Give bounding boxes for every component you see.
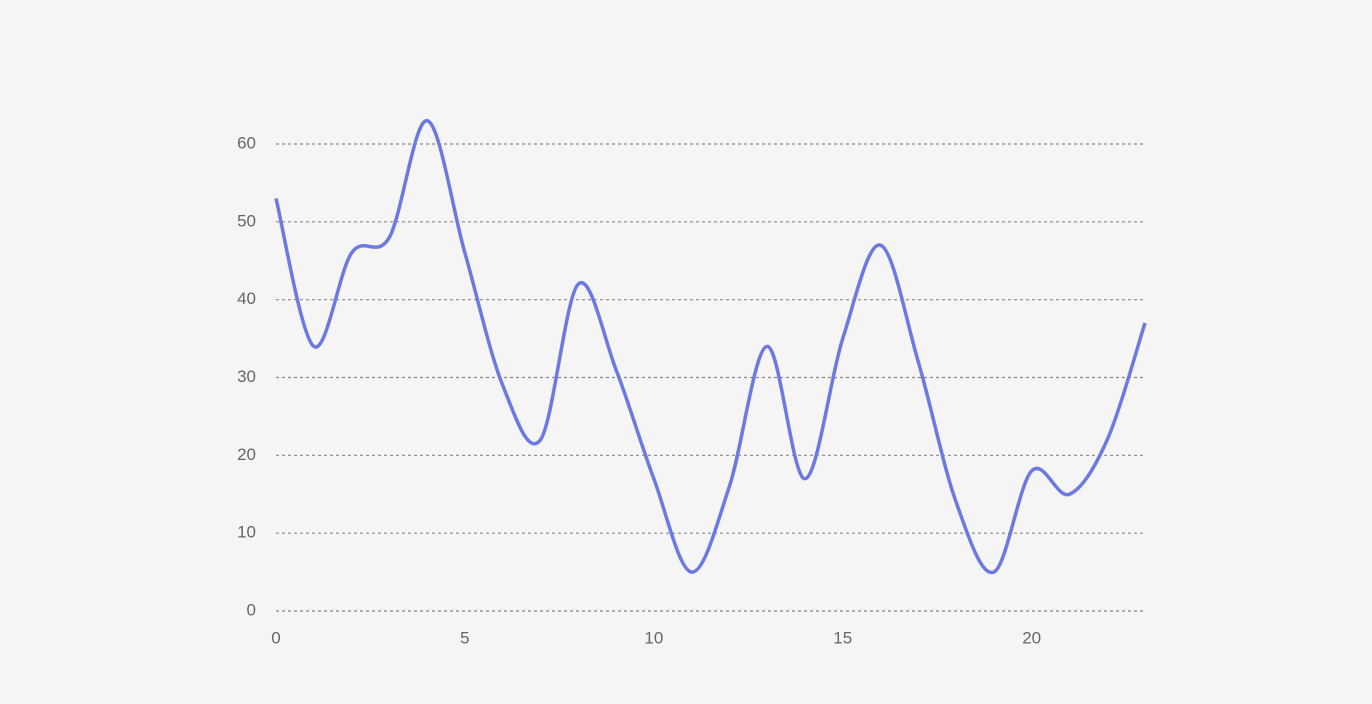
- y-tick-label: 0: [247, 600, 256, 619]
- y-tick-label: 60: [237, 133, 256, 152]
- x-tick-label: 0: [271, 628, 280, 647]
- line: [274, 118, 1147, 575]
- y-tick-label: 10: [237, 523, 256, 542]
- y-tick-label: 30: [237, 367, 256, 386]
- x-tick-label: 15: [833, 628, 852, 647]
- y-tick-label: 50: [237, 211, 256, 230]
- x-tick-label: 10: [644, 628, 663, 647]
- x-tick-label: 5: [460, 628, 469, 647]
- x-tick-label: 20: [1022, 628, 1041, 647]
- y-tick-label: 40: [237, 289, 256, 308]
- y-tick-label: 20: [237, 445, 256, 464]
